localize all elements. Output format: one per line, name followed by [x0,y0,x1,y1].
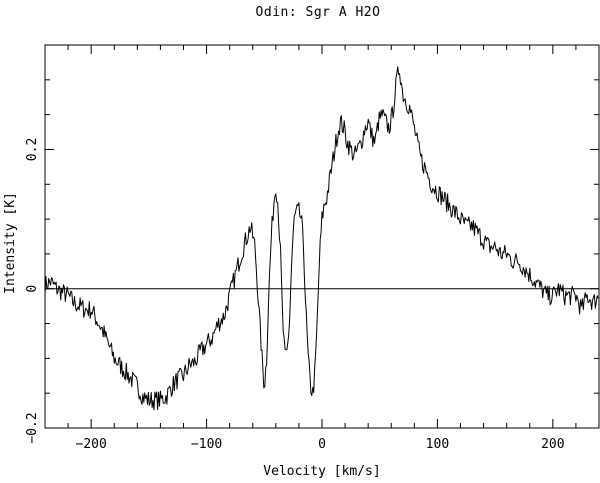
x-tick-label: 200 [541,437,564,452]
x-tick-label: 0 [318,437,326,452]
tick-labels: −200 −100 0 100 200 −0.2 0 0.2 [25,138,565,452]
y-tick-label: 0.2 [25,138,40,161]
y-tick-label: 0 [25,285,40,293]
x-tick-label: 100 [426,437,449,452]
plot-border [44,44,600,429]
y-tick-label: −0.2 [25,412,40,443]
plot-frame [44,44,600,429]
x-tick-label: −200 [76,437,107,452]
x-axis-label: Velocity [km/s] [263,464,380,479]
x-tick-label: −100 [191,437,222,452]
y-axis-label: Intensity [K] [3,192,18,294]
spectrum-line [44,66,599,411]
axis-ticks [44,44,600,429]
chart-title: Odin: Sgr A H2O [256,5,381,20]
